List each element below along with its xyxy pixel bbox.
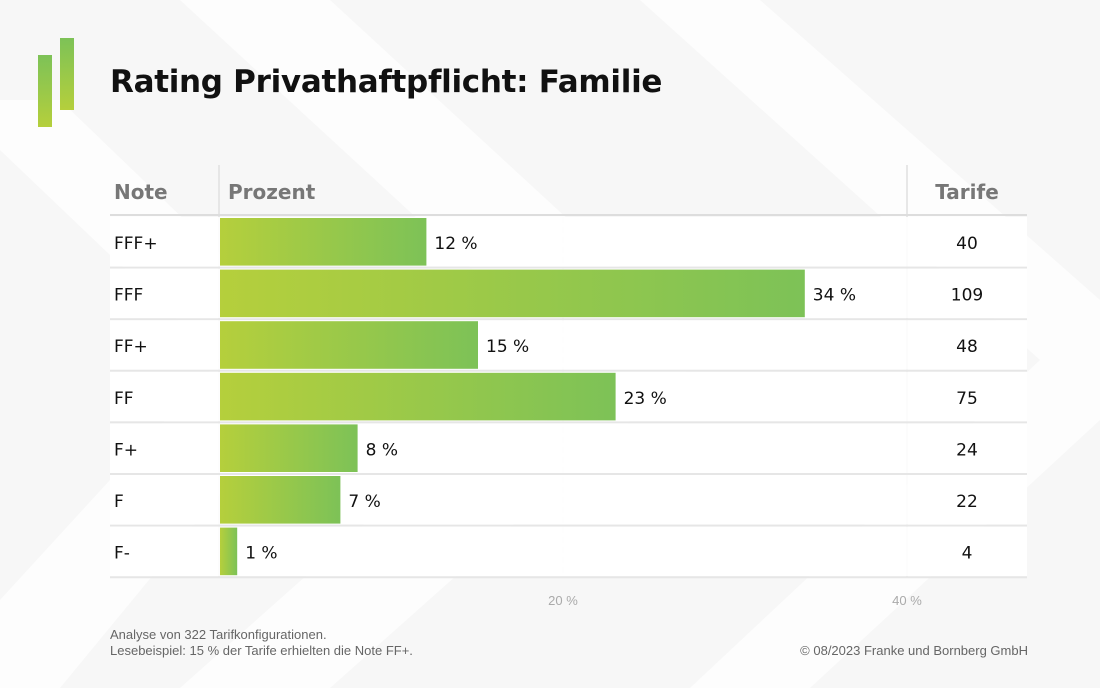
- category-label: FF+: [114, 337, 148, 357]
- bar-FF+: [220, 321, 478, 369]
- table-row: [110, 526, 1027, 577]
- bar-FF: [220, 372, 616, 421]
- category-label: FFF+: [114, 234, 158, 254]
- data-label: 7 %: [348, 492, 380, 512]
- bar-F-: [220, 527, 238, 576]
- header-percent: Prozent: [228, 180, 316, 204]
- data-label: 23 %: [624, 389, 667, 409]
- tariff-count: 109: [951, 286, 983, 306]
- data-label: 12 %: [434, 234, 477, 254]
- data-label: 8 %: [366, 440, 398, 460]
- chart-title: Rating Privathaftpflicht: Familie: [110, 64, 663, 100]
- bar-FFF: [220, 269, 805, 318]
- data-label: 15 %: [486, 337, 529, 357]
- bar-F+: [220, 424, 358, 472]
- tariff-count: 48: [956, 337, 978, 357]
- x-tick-label: 40 %: [892, 593, 922, 608]
- x-tick-label: 20 %: [548, 593, 578, 608]
- category-label: FFF: [114, 286, 143, 306]
- category-label: FF: [114, 389, 134, 409]
- data-label: 34 %: [813, 286, 856, 306]
- tariff-count: 22: [956, 492, 978, 512]
- bar-F: [220, 476, 341, 524]
- category-label: F: [114, 492, 124, 512]
- category-label: F+: [114, 440, 138, 460]
- footnote-analysis: Analyse von 322 Tarifkonfigurationen.: [110, 627, 327, 642]
- copyright: © 08/2023 Franke und Bornberg GmbH: [800, 643, 1028, 658]
- tariff-count: 4: [962, 544, 973, 564]
- tariff-count: 24: [956, 440, 978, 460]
- brand-logo: [38, 38, 74, 127]
- tariff-count: 75: [956, 389, 978, 409]
- tariff-count: 40: [956, 234, 978, 254]
- bar-FFF+: [220, 218, 427, 266]
- category-label: F-: [114, 544, 130, 564]
- header-note: Note: [114, 180, 168, 204]
- data-label: 1 %: [245, 544, 277, 564]
- header-tariffs: Tarife: [935, 180, 999, 204]
- footnote-example: Lesebeispiel: 15 % der Tarife erhielten …: [110, 643, 413, 658]
